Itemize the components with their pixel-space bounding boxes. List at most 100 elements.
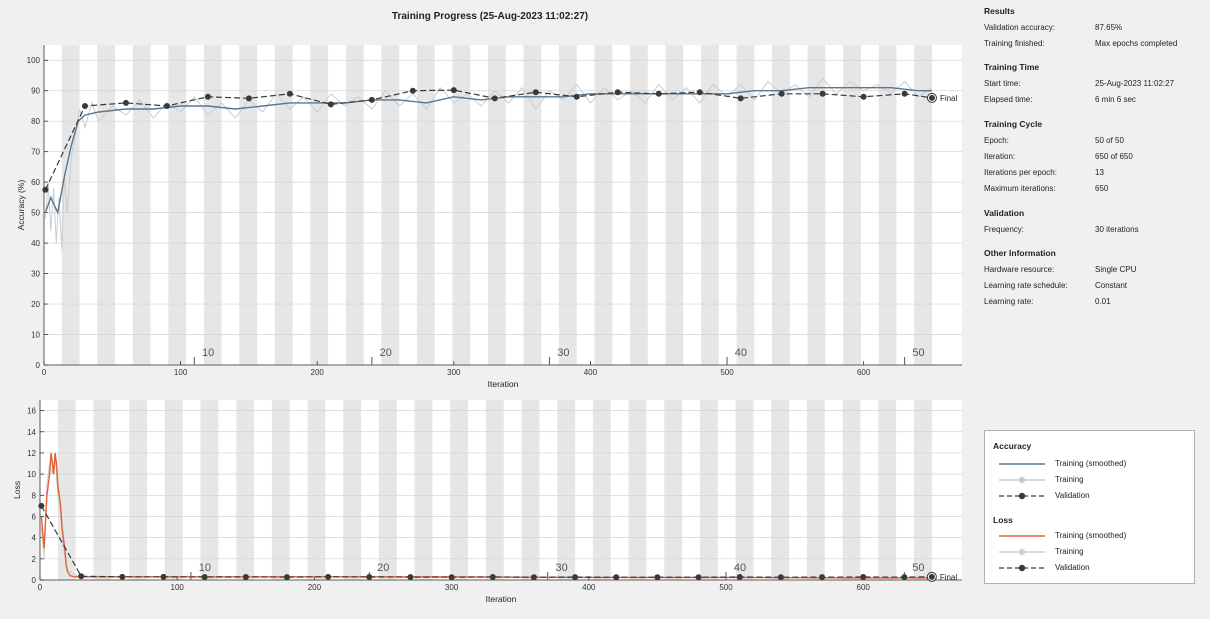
epoch-band	[271, 400, 290, 580]
info-label: Iterations per epoch:	[984, 168, 1057, 177]
info-value: Max epochs completed	[1095, 39, 1178, 48]
validation-point	[777, 574, 784, 581]
validation-point	[532, 89, 539, 96]
x-tick-label: 600	[857, 583, 871, 592]
legend-loss-training: Training	[1055, 547, 1084, 556]
info-value: 650	[1095, 184, 1109, 193]
validation-point	[204, 93, 211, 100]
epoch-band	[200, 400, 219, 580]
legend-accuracy-validation-swatch	[999, 492, 1045, 500]
epoch-band	[129, 400, 148, 580]
validation-point	[860, 574, 867, 581]
epoch-band	[913, 400, 932, 580]
epoch-band	[807, 45, 826, 365]
info-section-heading: Training Cycle	[984, 119, 1043, 129]
validation-point	[489, 574, 496, 581]
final-label: Final	[940, 94, 958, 103]
epoch-band	[378, 400, 397, 580]
y-tick-label: 8	[32, 491, 37, 500]
y-tick-label: 2	[32, 555, 37, 564]
epoch-band	[57, 400, 76, 580]
y-tick-label: 12	[27, 449, 36, 458]
epoch-band	[559, 45, 577, 365]
x-tick-label: 100	[171, 583, 185, 592]
y-tick-label: 30	[31, 270, 40, 279]
x-axis-label: Iteration	[488, 379, 519, 389]
info-label: Iteration:	[984, 152, 1016, 161]
epoch-band	[274, 45, 293, 365]
epoch-band	[521, 400, 540, 580]
epoch-band	[878, 400, 897, 580]
epoch-band	[93, 400, 112, 580]
validation-point	[119, 573, 126, 580]
y-tick-label: 4	[32, 534, 37, 543]
epoch-band	[914, 45, 932, 365]
y-tick-label: 6	[32, 512, 37, 521]
validation-point	[860, 93, 867, 100]
legend: Accuracy Training (smoothed) Training Va…	[984, 430, 1195, 584]
y-tick-label: 100	[27, 56, 41, 65]
epoch-band	[592, 400, 611, 580]
epoch-band	[699, 400, 718, 580]
validation-point	[450, 87, 457, 94]
epoch-band	[594, 45, 613, 365]
epoch-label: 50	[912, 562, 924, 574]
info-label: Start time:	[984, 79, 1021, 88]
info-value: 0.01	[1095, 297, 1111, 306]
epoch-band	[345, 45, 364, 365]
epoch-label: 10	[202, 347, 214, 359]
epoch-band	[665, 45, 684, 365]
validation-point	[928, 94, 935, 101]
x-tick-label: 600	[857, 368, 871, 377]
epoch-band	[61, 45, 80, 365]
info-label: Training finished:	[984, 39, 1045, 48]
info-label: Frequency:	[984, 225, 1025, 234]
chart-title: Training Progress (25-Aug-2023 11:02:27)	[391, 11, 589, 22]
legend-accuracy-smoothed: Training (smoothed)	[1055, 459, 1127, 468]
epoch-label: 20	[377, 562, 389, 574]
info-label: Validation accuracy:	[984, 23, 1055, 32]
info-value: 6 min 6 sec	[1095, 95, 1136, 104]
epoch-band	[236, 400, 255, 580]
x-tick-label: 400	[582, 583, 596, 592]
validation-point	[242, 574, 249, 581]
info-section-heading: Training Time	[984, 62, 1040, 72]
info-label: Epoch:	[984, 136, 1009, 145]
x-tick-label: 500	[719, 583, 733, 592]
legend-accuracy-smoothed-swatch	[999, 463, 1045, 465]
info-label: Learning rate:	[984, 297, 1034, 306]
validation-point	[368, 96, 375, 103]
info-value: Single CPU	[1095, 265, 1137, 274]
epoch-band	[310, 45, 329, 365]
validation-point	[654, 574, 661, 581]
validation-point	[819, 574, 826, 581]
validation-point	[283, 574, 290, 581]
epoch-band	[416, 45, 435, 365]
validation-point	[614, 89, 621, 96]
epoch-band	[735, 400, 754, 580]
info-value: Constant	[1095, 281, 1128, 290]
epoch-label: 10	[199, 562, 211, 574]
validation-point	[613, 574, 620, 581]
validation-point	[160, 573, 167, 580]
epoch-label: 30	[555, 562, 567, 574]
validation-point	[573, 93, 580, 100]
accuracy-plot: 0 100 200 300 400 500 600 0 10 20 30 40 50 60 70 80 90 10…	[16, 45, 962, 389]
y-tick-label: 0	[32, 576, 37, 585]
x-tick-label: 300	[447, 368, 461, 377]
info-label: Learning rate schedule:	[984, 281, 1068, 290]
epoch-label: 40	[734, 562, 746, 574]
validation-point	[928, 573, 935, 580]
epoch-label: 20	[380, 347, 392, 359]
y-tick-label: 20	[31, 300, 40, 309]
epoch-label: 50	[912, 347, 924, 359]
validation-point	[491, 95, 498, 102]
validation-point	[407, 574, 414, 581]
validation-point	[901, 90, 908, 97]
validation-point	[819, 90, 826, 97]
legend-loss-validation: Validation	[1055, 563, 1090, 572]
info-section-heading: Validation	[984, 208, 1025, 218]
epoch-band	[628, 400, 647, 580]
info-value: 13	[1095, 168, 1104, 177]
epoch-band	[487, 45, 506, 365]
